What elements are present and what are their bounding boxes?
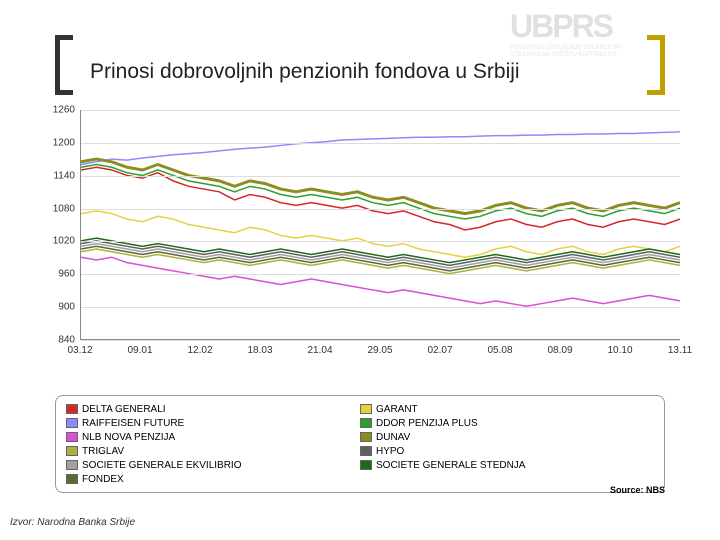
gridline [81, 340, 680, 341]
y-tick-label: 1200 [40, 137, 75, 148]
legend-item: GARANT [360, 402, 654, 416]
legend-label: DELTA GENERALI [82, 404, 166, 415]
y-tick-label: 960 [40, 269, 75, 280]
bracket-right-icon [647, 35, 665, 95]
legend-swatch [66, 474, 78, 484]
legend-item: DELTA GENERALI [66, 402, 360, 416]
gridline [81, 110, 680, 111]
page-title: Prinosi dobrovoljnih penzionih fondova u… [55, 60, 520, 84]
y-tick-label: 1080 [40, 203, 75, 214]
gridline [81, 176, 680, 177]
legend-swatch [66, 446, 78, 456]
x-tick-label: 09.01 [127, 345, 152, 356]
y-tick-label: 840 [40, 335, 75, 346]
x-tick-label: 03.12 [67, 345, 92, 356]
legend-label: DUNAV [376, 432, 410, 443]
legend-swatch [360, 432, 372, 442]
bracket-left-icon [55, 35, 73, 95]
legend-label: SOCIETE GENERALE STEDNJA [376, 460, 525, 471]
footer-text: Izvor: Narodna Banka Srbije [10, 517, 135, 528]
y-tick-label: 900 [40, 302, 75, 313]
x-tick-label: 13.11 [668, 345, 692, 356]
legend-swatch [360, 418, 372, 428]
legend-col-right: GARANT DDOR PENZIJA PLUS DUNAV HYPO SOCIETE … [360, 402, 654, 486]
legend-item: TRIGLAV [66, 444, 360, 458]
legend-item: DUNAV [360, 430, 654, 444]
y-tick-label: 1260 [40, 105, 75, 116]
gridline [81, 209, 680, 210]
y-tick-label: 1020 [40, 236, 75, 247]
legend-swatch [66, 460, 78, 470]
gridline [81, 274, 680, 275]
title-bar: Prinosi dobrovoljnih penzionih fondova u… [55, 60, 665, 84]
legend-label: DDOR PENZIJA PLUS [376, 418, 478, 429]
legend-item: DDOR PENZIJA PLUS [360, 416, 654, 430]
gridline [81, 241, 680, 242]
legend-label: GARANT [376, 404, 418, 415]
chart: 8409009601020108011401200126003.1209.011… [40, 110, 680, 390]
legend-label: HYPO [376, 446, 404, 457]
legend-item: RAIFFEISEN FUTURE [66, 416, 360, 430]
legend-label: SOCIETE GENERALE EKVILIBRIO [82, 460, 242, 471]
legend: DELTA GENERALI RAIFFEISEN FUTURE NLB NOVA … [55, 395, 665, 493]
series-line [81, 132, 680, 165]
legend-item: SOCIETE GENERALE EKVILIBRIO [66, 458, 360, 472]
legend-swatch [360, 460, 372, 470]
x-tick-label: 21.04 [307, 345, 332, 356]
y-tick-label: 1140 [40, 170, 75, 181]
legend-swatch [66, 432, 78, 442]
source-label: Source: NBS [610, 485, 665, 495]
legend-swatch [66, 418, 78, 428]
x-tick-label: 18.03 [247, 345, 272, 356]
legend-item: FONDEX [66, 472, 360, 486]
x-tick-label: 08.09 [547, 345, 572, 356]
x-tick-label: 12.02 [187, 345, 212, 356]
x-tick-label: 05.08 [487, 345, 512, 356]
legend-item: HYPO [360, 444, 654, 458]
gridline [81, 307, 680, 308]
legend-swatch [360, 446, 372, 456]
x-tick-label: 02.07 [427, 345, 452, 356]
legend-item: NLB NOVA PENZIJA [66, 430, 360, 444]
legend-col-left: DELTA GENERALI RAIFFEISEN FUTURE NLB NOVA … [66, 402, 360, 486]
legend-label: NLB NOVA PENZIJA [82, 432, 175, 443]
legend-label: FONDEX [82, 474, 124, 485]
series-line [81, 159, 680, 214]
gridline [81, 143, 680, 144]
series-line [81, 211, 680, 257]
chart-lines [81, 110, 680, 339]
series-line [81, 165, 680, 220]
legend-swatch [360, 404, 372, 414]
x-tick-label: 10.10 [607, 345, 632, 356]
legend-item: SOCIETE GENERALE STEDNJA [360, 458, 654, 472]
legend-label: RAIFFEISEN FUTURE [82, 418, 184, 429]
plot-area [80, 110, 680, 340]
legend-swatch [66, 404, 78, 414]
legend-label: TRIGLAV [82, 446, 124, 457]
x-tick-label: 29.05 [367, 345, 392, 356]
